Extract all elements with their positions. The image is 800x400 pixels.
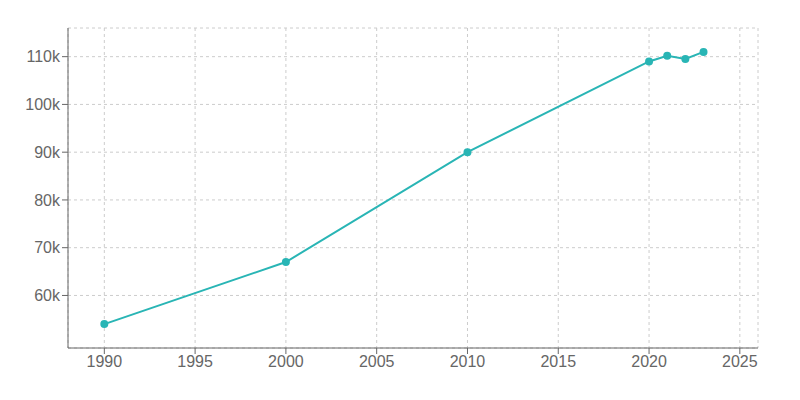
- svg-text:70k: 70k: [34, 239, 61, 256]
- svg-text:2005: 2005: [359, 353, 395, 370]
- svg-text:60k: 60k: [34, 287, 61, 304]
- svg-text:2010: 2010: [450, 353, 486, 370]
- svg-text:110k: 110k: [26, 48, 61, 65]
- svg-text:2015: 2015: [540, 353, 576, 370]
- svg-text:100k: 100k: [25, 96, 61, 113]
- svg-text:2020: 2020: [631, 353, 667, 370]
- svg-text:80k: 80k: [34, 192, 61, 209]
- svg-text:2025: 2025: [722, 353, 758, 370]
- svg-text:1995: 1995: [177, 353, 213, 370]
- svg-text:2000: 2000: [268, 353, 304, 370]
- svg-text:90k: 90k: [34, 144, 61, 161]
- svg-text:1990: 1990: [87, 353, 123, 370]
